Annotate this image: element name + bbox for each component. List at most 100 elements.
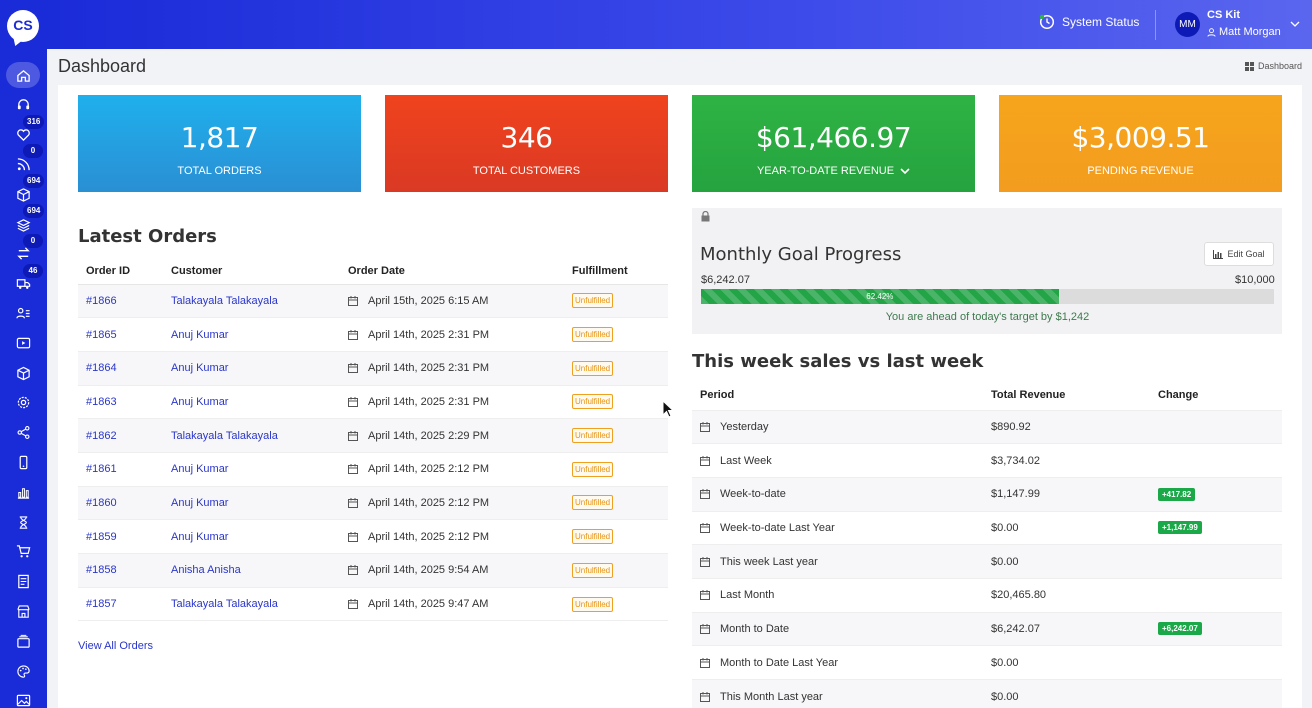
stat-card-ytd-revenue[interactable]: $61,466.97 YEAR-TO-DATE REVENUE [692, 95, 975, 192]
order-id-link[interactable]: #1861 [86, 463, 117, 476]
period-label: Yesterday [720, 420, 769, 433]
sidebar-item-hourglass[interactable] [6, 509, 40, 535]
avatar[interactable]: MM [1175, 12, 1200, 37]
table-row: This week Last year $0.00 [692, 544, 1282, 579]
calendar-icon [348, 329, 358, 340]
sidebar-item-box[interactable]: 694 [6, 174, 45, 207]
order-id-link[interactable]: #1860 [86, 496, 117, 509]
sidebar-item-gear[interactable] [6, 390, 40, 416]
customer-link[interactable]: Anuj Kumar [171, 463, 229, 476]
table-row: Last Month $20,465.80 [692, 577, 1282, 613]
calendar-icon [700, 489, 710, 500]
sidebar-item-heart[interactable]: 316 [6, 114, 45, 148]
order-id-link[interactable]: #1863 [86, 395, 117, 408]
stat-value: 1,817 [180, 121, 259, 154]
order-id-link[interactable]: #1862 [86, 429, 117, 442]
revenue-value: $3,734.02 [991, 454, 1040, 467]
customer-link[interactable]: Anisha Anisha [171, 564, 241, 577]
sidebar-item-mobile[interactable] [6, 449, 40, 475]
table-row: #1864 Anuj Kumar April 14th, 2025 2:31 PM U… [78, 351, 668, 386]
customer-link[interactable]: Anuj Kumar [171, 496, 229, 509]
status-badge: Unfulfilled [572, 562, 614, 578]
customer-link[interactable]: Talakayala Talakayala [171, 294, 278, 307]
order-id-link[interactable]: #1859 [86, 530, 117, 543]
order-id-link[interactable]: #1864 [86, 362, 117, 375]
sidebar-item-bar-chart[interactable] [6, 479, 40, 505]
table-row: #1860 Anuj Kumar April 14th, 2025 2:12 PM U… [78, 486, 668, 521]
rss-icon [17, 158, 30, 171]
period-label: Week-to-date [720, 488, 786, 501]
revenue-value: $6,242.07 [991, 622, 1040, 635]
calendar-icon [348, 295, 358, 306]
sidebar-item-layers[interactable]: 694 [6, 204, 45, 237]
revenue-value: $0.00 [991, 555, 1019, 568]
sidebar: CS 316 0 694 694 0 46 [0, 0, 47, 708]
view-all-orders-link[interactable]: View All Orders [78, 640, 153, 652]
sidebar-item-users-list[interactable] [6, 300, 40, 326]
grid-icon [1244, 61, 1254, 71]
customer-link[interactable]: Anuj Kumar [171, 395, 229, 408]
status-badge: Unfulfilled [572, 428, 614, 444]
stat-card-total-orders[interactable]: 1,817 TOTAL ORDERS [78, 95, 361, 192]
calendar-icon [700, 556, 710, 567]
sidebar-item-cards[interactable] [6, 628, 40, 654]
sidebar-item-exchange[interactable]: 0 [6, 233, 43, 267]
table-row: #1865 Anuj Kumar April 14th, 2025 2:31 PM U… [78, 317, 668, 352]
sidebar-badge: 46 [23, 263, 43, 278]
order-id-link[interactable]: #1857 [86, 598, 117, 611]
chevron-down-icon[interactable] [900, 167, 910, 175]
table-row: This Month Last year $0.00 [692, 679, 1282, 708]
stat-value: $3,009.51 [1071, 121, 1210, 154]
customer-link[interactable]: Talakayala Talakayala [171, 429, 278, 442]
sidebar-item-share[interactable] [6, 420, 40, 446]
store-icon [16, 605, 30, 618]
sidebar-badge: 0 [23, 233, 43, 248]
sidebar-item-cube[interactable] [6, 360, 40, 386]
order-id-link[interactable]: #1865 [86, 328, 117, 341]
breadcrumb-label: Dashboard [1257, 61, 1302, 71]
user-name[interactable]: Matt Morgan [1207, 26, 1281, 38]
weekly-sales-title: This week sales vs last week [692, 351, 984, 372]
stat-card-total-customers[interactable]: 346 TOTAL CUSTOMERS [385, 95, 668, 192]
user-icon [1207, 27, 1216, 37]
heart-icon [16, 129, 30, 142]
truck-icon [16, 279, 30, 290]
period-label: Week-to-date Last Year [720, 521, 835, 534]
customer-link[interactable]: Anuj Kumar [171, 530, 229, 543]
sidebar-item-rss[interactable]: 0 [6, 144, 43, 177]
sidebar-item-truck[interactable]: 46 [6, 263, 43, 297]
app-logo[interactable]: CS [7, 10, 39, 42]
order-date: April 14th, 2025 2:12 PM [368, 463, 490, 476]
breadcrumb[interactable]: Dashboard [1244, 61, 1302, 71]
sidebar-item-home[interactable] [6, 62, 40, 88]
order-date: April 14th, 2025 2:29 PM [368, 429, 490, 442]
sidebar-item-store[interactable] [6, 598, 40, 624]
chevron-down-icon[interactable] [1290, 20, 1300, 28]
order-id-link[interactable]: #1858 [86, 564, 117, 577]
revenue-value: $0.00 [991, 656, 1019, 669]
edit-goal-button[interactable]: Edit Goal [1204, 242, 1274, 266]
customer-link[interactable]: Anuj Kumar [171, 362, 229, 375]
sidebar-item-cart[interactable] [6, 539, 40, 565]
sidebar-item-document[interactable] [6, 569, 40, 595]
order-date: April 14th, 2025 2:12 PM [368, 496, 490, 509]
sidebar-item-play[interactable] [6, 330, 40, 356]
goal-title: Monthly Goal Progress [700, 244, 902, 265]
order-id-link[interactable]: #1866 [86, 294, 117, 307]
user-name-label: Matt Morgan [1219, 26, 1281, 38]
bar-chart-icon [17, 487, 29, 499]
customer-link[interactable]: Anuj Kumar [171, 328, 229, 341]
sidebar-badge: 0 [23, 144, 43, 159]
sidebar-item-palette[interactable] [6, 658, 40, 684]
document-icon [17, 574, 29, 589]
customer-link[interactable]: Talakayala Talakayala [171, 598, 278, 611]
sidebar-item-headset[interactable] [6, 92, 40, 118]
gear-icon [17, 397, 29, 409]
stat-card-pending-revenue[interactable]: $3,009.51 PENDING REVENUE [999, 95, 1282, 192]
status-badge: Unfulfilled [572, 596, 614, 612]
sidebar-item-image[interactable] [6, 688, 40, 708]
stat-label: YEAR-TO-DATE REVENUE [756, 165, 895, 177]
revenue-value: $1,147.99 [991, 488, 1040, 501]
revenue-value: $890.92 [991, 420, 1031, 433]
system-status-button[interactable]: System Status [1039, 14, 1139, 30]
